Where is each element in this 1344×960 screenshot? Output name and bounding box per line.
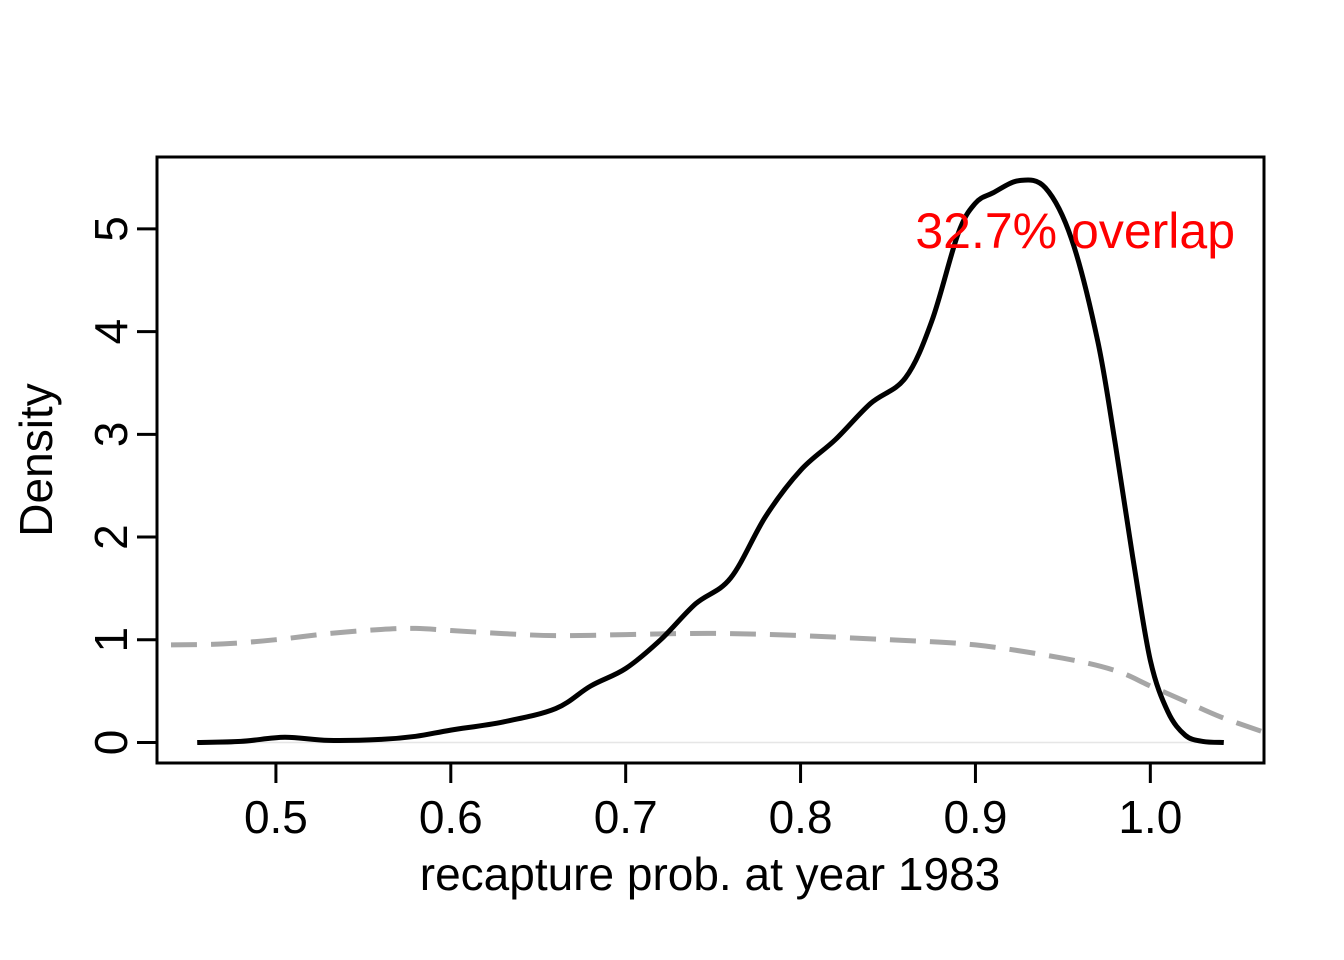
plot-layer [155, 155, 1266, 765]
x-tick-label: 0.5 [244, 791, 308, 843]
posterior-density-line [197, 177, 1224, 745]
y-axis: 0 1 2 3 4 5 [85, 216, 157, 755]
x-tick-label: 0.8 [769, 791, 833, 843]
y-tick-label: 4 [85, 319, 137, 345]
y-tick-label: 2 [85, 524, 137, 550]
x-tick-label: 0.6 [419, 791, 483, 843]
overlap-annotation: 32.7% overlap [915, 203, 1235, 259]
prior-density-line [170, 625, 1264, 735]
x-axis: 0.5 0.6 0.7 0.8 0.9 1.0 [244, 763, 1182, 843]
y-tick-label: 0 [85, 730, 137, 756]
plot-frame [155, 155, 1266, 765]
x-tick-label: 1.0 [1118, 791, 1182, 843]
y-tick-label: 5 [85, 216, 137, 242]
y-axis-title: Density [10, 383, 62, 536]
x-tick-label: 0.9 [943, 791, 1007, 843]
x-tick-label: 0.7 [594, 791, 658, 843]
y-tick-label: 1 [85, 627, 137, 653]
y-tick-label: 3 [85, 422, 137, 448]
x-axis-title: recapture prob. at year 1983 [420, 848, 1000, 900]
